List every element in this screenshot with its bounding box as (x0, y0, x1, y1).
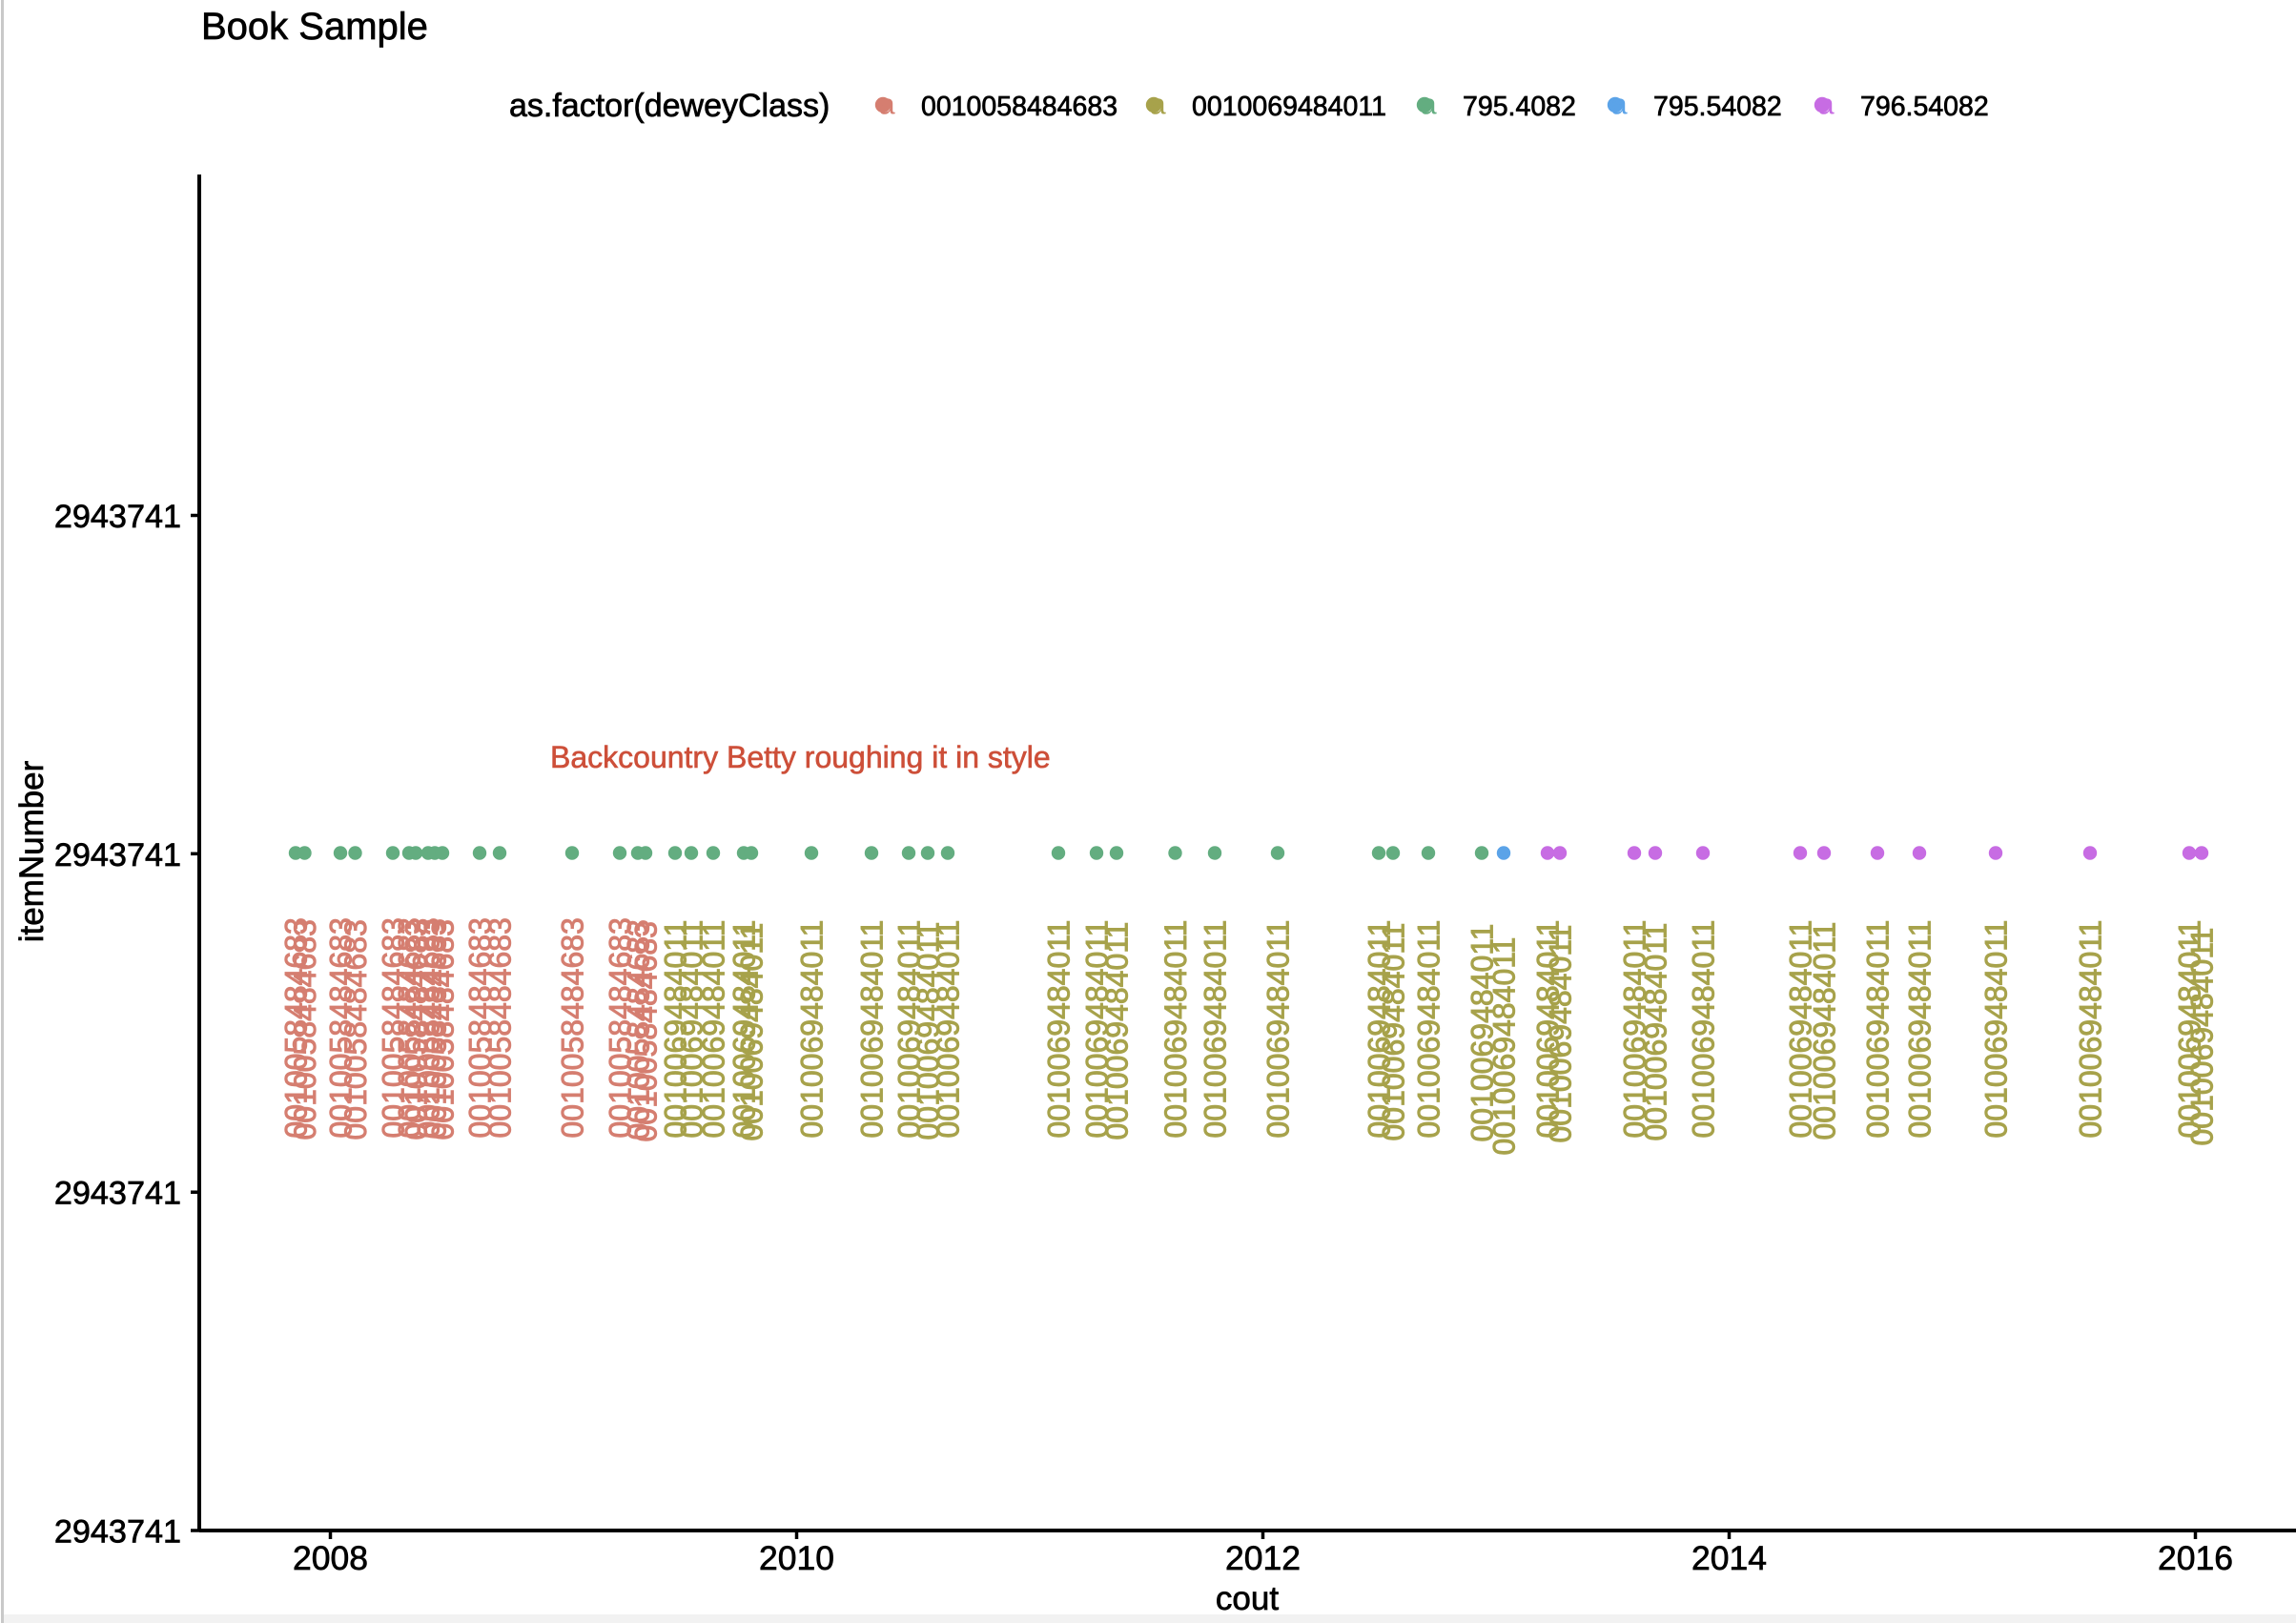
svg-text:0010069484011: 0010069484011 (735, 923, 769, 1141)
svg-text:as.factor(deweyClass): as.factor(deweyClass) (509, 88, 830, 124)
svg-text:a: a (1149, 88, 1166, 121)
svg-text:0010069484011: 0010069484011 (892, 920, 927, 1139)
svg-text:0010058484683: 0010058484683 (622, 919, 656, 1140)
svg-text:0010069484011: 0010069484011 (1784, 920, 1818, 1139)
svg-text:0010069484011: 0010069484011 (1687, 920, 1721, 1139)
svg-text:0010069484011: 0010069484011 (912, 922, 946, 1140)
svg-text:0010069484011: 0010069484011 (1412, 920, 1446, 1139)
svg-text:0010069484011: 0010069484011 (1903, 920, 1937, 1139)
svg-text:0010058484683: 0010058484683 (483, 917, 518, 1138)
svg-text:0010069484011: 0010069484011 (1808, 922, 1842, 1140)
svg-text:2943741: 2943741 (54, 837, 181, 873)
svg-text:2943741: 2943741 (54, 1514, 181, 1551)
svg-text:0010069484011: 0010069484011 (1544, 925, 1578, 1143)
svg-text:0010069484011: 0010069484011 (795, 920, 830, 1139)
svg-text:a: a (1420, 88, 1437, 121)
svg-text:a: a (1610, 88, 1628, 121)
svg-text:0010058484683: 0010058484683 (377, 917, 411, 1138)
svg-text:0010069484011: 0010069484011 (1080, 920, 1115, 1139)
svg-text:0010058484683: 0010058484683 (463, 917, 498, 1138)
svg-text:0010058484683: 0010058484683 (921, 92, 1117, 122)
svg-text:a: a (1817, 88, 1835, 121)
svg-text:0010069484011: 0010069484011 (1979, 920, 2014, 1139)
svg-text:0010069484011: 0010069484011 (1618, 920, 1652, 1139)
svg-text:Backcountry Betty roughing it: Backcountry Betty roughing it in style (550, 740, 1051, 774)
svg-text:0010069484011: 0010069484011 (1487, 937, 1522, 1156)
svg-text:0010069484011: 0010069484011 (1158, 920, 1193, 1139)
svg-text:0010069484011: 0010069484011 (1042, 920, 1076, 1139)
svg-text:0010069484011: 0010069484011 (675, 920, 709, 1139)
svg-text:0010069484011: 0010069484011 (1261, 920, 1296, 1139)
svg-text:2010: 2010 (759, 1539, 834, 1577)
svg-text:0010069484011: 0010069484011 (1363, 920, 1397, 1139)
svg-text:0010058484683: 0010058484683 (426, 919, 461, 1140)
svg-text:0010058484683: 0010058484683 (412, 917, 446, 1138)
svg-text:0010069484011: 0010069484011 (697, 920, 731, 1139)
svg-text:0010058484683: 0010058484683 (419, 918, 453, 1139)
svg-text:0010069484011: 0010069484011 (2074, 920, 2108, 1139)
svg-text:0010058484683: 0010058484683 (604, 917, 638, 1138)
svg-text:0010069484011: 0010069484011 (1377, 923, 1411, 1141)
svg-text:2943741: 2943741 (54, 1176, 181, 1212)
svg-text:0010058484683: 0010058484683 (400, 919, 434, 1140)
svg-text:795.4082: 795.4082 (1463, 92, 1576, 122)
svg-text:0010058484683: 0010058484683 (393, 917, 427, 1138)
svg-text:2943741: 2943741 (54, 499, 181, 535)
svg-text:2012: 2012 (1225, 1539, 1301, 1577)
svg-text:2014: 2014 (1691, 1539, 1767, 1577)
svg-text:0010058484683: 0010058484683 (324, 917, 359, 1138)
svg-text:0010069484011: 0010069484011 (728, 920, 762, 1139)
svg-text:Book Sample: Book Sample (201, 6, 428, 48)
svg-text:0010069484011: 0010069484011 (1100, 922, 1135, 1140)
svg-text:0010069484011: 0010069484011 (1192, 92, 1386, 122)
svg-text:0010069484011: 0010069484011 (855, 920, 890, 1139)
svg-text:0010069484011: 0010069484011 (2173, 920, 2207, 1139)
svg-text:2016: 2016 (2158, 1539, 2233, 1577)
svg-text:0010058484683: 0010058484683 (556, 917, 590, 1138)
svg-text:0010058484683: 0010058484683 (288, 919, 322, 1140)
svg-text:2008: 2008 (293, 1539, 368, 1577)
svg-text:0010069484011: 0010069484011 (932, 920, 966, 1139)
svg-text:0010069484011: 0010069484011 (1466, 924, 1500, 1142)
svg-text:0010058484683: 0010058484683 (279, 917, 314, 1138)
svg-text:0010069484011: 0010069484011 (2185, 928, 2220, 1146)
svg-text:0010058484683: 0010058484683 (629, 921, 664, 1141)
svg-text:0010069484011: 0010069484011 (1531, 920, 1566, 1139)
svg-text:itemNumber: itemNumber (13, 760, 51, 942)
svg-text:0010069484011: 0010069484011 (1199, 920, 1233, 1139)
svg-text:0010069484011: 0010069484011 (1861, 920, 1896, 1139)
svg-text:cout: cout (1216, 1580, 1279, 1617)
svg-text:0010058484683: 0010058484683 (338, 919, 373, 1140)
svg-text:796.54082: 796.54082 (1860, 92, 1989, 122)
svg-text:795.54082: 795.54082 (1653, 92, 1782, 122)
svg-text:a: a (878, 88, 895, 121)
svg-text:0010069484011: 0010069484011 (659, 920, 693, 1139)
svg-text:0010069484011: 0010069484011 (1639, 923, 1673, 1141)
